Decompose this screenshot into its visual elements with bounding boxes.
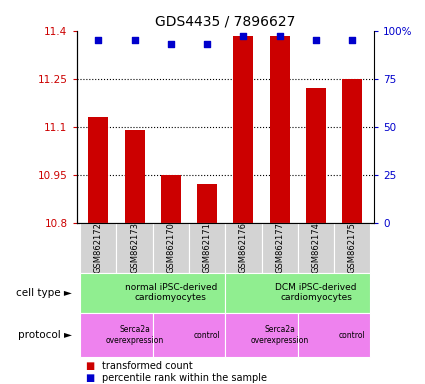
Point <box>204 41 210 47</box>
Bar <box>153 313 225 357</box>
Bar <box>233 36 253 223</box>
Bar <box>334 223 370 273</box>
Bar <box>197 184 217 223</box>
Point <box>131 37 138 43</box>
Text: ■: ■ <box>85 361 94 371</box>
Text: GSM862172: GSM862172 <box>94 222 103 273</box>
Bar <box>80 273 225 313</box>
Bar <box>270 36 290 223</box>
Text: transformed count: transformed count <box>102 361 193 371</box>
Text: DCM iPSC-derived
cardiomyocytes: DCM iPSC-derived cardiomyocytes <box>275 283 357 303</box>
Text: GSM862170: GSM862170 <box>166 222 176 273</box>
Title: GDS4435 / 7896627: GDS4435 / 7896627 <box>155 14 295 28</box>
Text: Serca2a
overexpression: Serca2a overexpression <box>105 325 164 345</box>
Text: ■: ■ <box>85 373 94 383</box>
Bar <box>298 223 334 273</box>
Point <box>167 41 174 47</box>
Bar <box>298 313 370 357</box>
Text: control: control <box>339 331 366 339</box>
Bar <box>80 313 153 357</box>
Bar <box>189 223 225 273</box>
Bar <box>225 223 261 273</box>
Point <box>95 37 102 43</box>
Text: GSM862176: GSM862176 <box>239 222 248 273</box>
Text: percentile rank within the sample: percentile rank within the sample <box>102 373 267 383</box>
Point <box>349 37 356 43</box>
Text: Serca2a
overexpression: Serca2a overexpression <box>251 325 309 345</box>
Point <box>312 37 319 43</box>
Point <box>240 33 247 40</box>
Text: GSM862173: GSM862173 <box>130 222 139 273</box>
Text: control: control <box>194 331 221 339</box>
Bar <box>306 88 326 223</box>
Text: GSM862174: GSM862174 <box>312 222 320 273</box>
Bar <box>88 117 108 223</box>
Text: protocol ►: protocol ► <box>18 330 72 340</box>
Bar <box>125 130 144 223</box>
Bar <box>225 273 370 313</box>
Bar <box>225 313 298 357</box>
Bar <box>153 223 189 273</box>
Text: cell type ►: cell type ► <box>17 288 72 298</box>
Bar <box>261 223 298 273</box>
Bar <box>161 175 181 223</box>
Point <box>276 33 283 40</box>
Text: GSM862171: GSM862171 <box>203 222 212 273</box>
Text: GSM862175: GSM862175 <box>348 222 357 273</box>
Bar <box>80 223 116 273</box>
Text: normal iPSC-derived
cardiomyocytes: normal iPSC-derived cardiomyocytes <box>125 283 217 303</box>
Bar <box>342 79 362 223</box>
Bar <box>116 223 153 273</box>
Text: GSM862177: GSM862177 <box>275 222 284 273</box>
